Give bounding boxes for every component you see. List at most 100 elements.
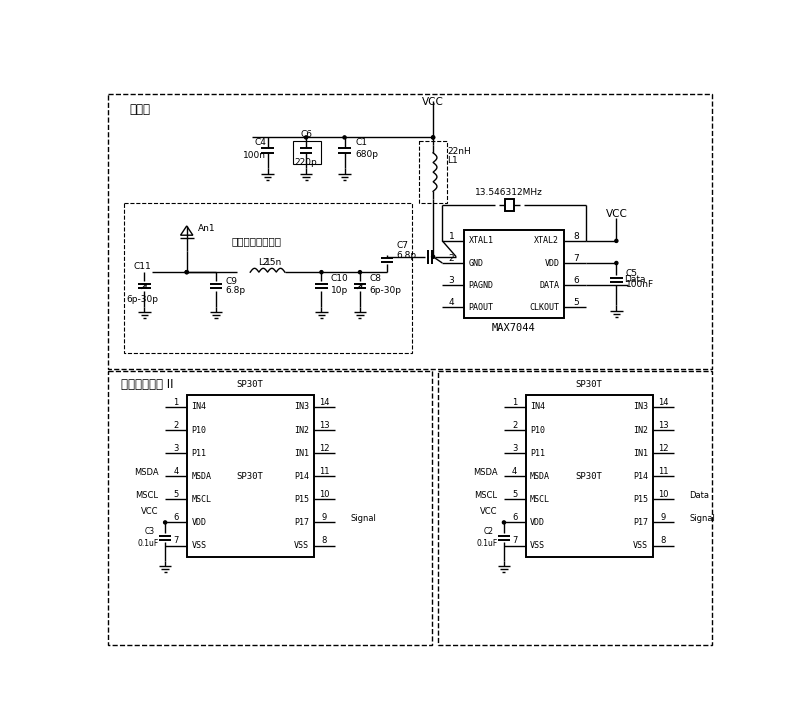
Text: 15n: 15n [265,258,282,266]
Text: 7: 7 [174,537,178,545]
Bar [438,371,712,645]
Text: P11: P11 [191,448,206,458]
Bar [108,93,712,369]
Text: VCC: VCC [141,507,158,516]
Circle shape [615,240,618,242]
Text: P10: P10 [191,425,206,435]
Circle shape [185,271,188,274]
Text: 5: 5 [174,490,178,499]
Text: VSS: VSS [191,541,206,550]
Text: 5: 5 [512,490,518,499]
Text: VCC: VCC [480,507,498,516]
Text: 4: 4 [449,298,454,307]
Text: 10: 10 [319,490,330,499]
Text: VCC: VCC [422,98,444,107]
Bar [526,395,653,557]
Text: 5: 5 [574,298,579,307]
Text: 6p-30p: 6p-30p [369,286,401,295]
Text: C1: C1 [355,138,367,146]
Text: C9: C9 [226,277,238,286]
Circle shape [164,521,166,524]
Text: 6p-30p: 6p-30p [126,296,158,304]
Text: 10: 10 [658,490,669,499]
Text: SP30T: SP30T [237,380,263,389]
Text: P11: P11 [530,448,545,458]
Bar [505,199,514,211]
Text: XTAL2: XTAL2 [534,237,559,245]
Text: C6: C6 [300,130,312,139]
Text: 14: 14 [319,397,330,407]
Text: Data: Data [624,275,646,284]
Text: VSS: VSS [294,541,309,550]
Circle shape [431,256,434,258]
Text: 6: 6 [174,513,178,522]
Text: SP30T: SP30T [237,472,263,480]
Text: L2: L2 [258,258,269,266]
Text: C4: C4 [254,138,266,146]
Text: Data: Data [690,491,710,500]
Text: 13: 13 [319,421,330,430]
Text: MSDA: MSDA [191,472,211,480]
Text: 7: 7 [512,537,518,545]
Text: P17: P17 [294,518,309,527]
Text: An1: An1 [198,223,215,233]
Text: P14: P14 [633,472,648,480]
Text: P15: P15 [294,495,309,504]
Bar [464,230,564,318]
Text: VCC: VCC [606,209,627,219]
Circle shape [185,271,188,274]
Text: IN2: IN2 [294,425,309,435]
Text: PAGND: PAGND [469,281,494,290]
Text: 1: 1 [449,232,454,241]
Text: MSCL: MSCL [135,491,158,500]
Text: IN1: IN1 [633,448,648,458]
Text: 6.8p: 6.8p [226,286,246,295]
Circle shape [305,136,307,139]
Text: GND: GND [469,258,483,267]
Text: Signal: Signal [690,514,715,523]
Text: PAOUT: PAOUT [469,303,494,312]
Text: MSCL: MSCL [191,495,211,504]
Text: 0.1uF: 0.1uF [476,539,498,548]
Text: MAX7044: MAX7044 [492,323,536,333]
Text: C8: C8 [369,274,381,282]
Text: 3: 3 [174,444,178,453]
Text: 1: 1 [512,397,518,407]
Text: SP30T: SP30T [575,472,602,480]
Text: 10p: 10p [330,286,348,295]
Text: C7: C7 [396,242,408,250]
Bar [108,371,431,645]
Text: P17: P17 [633,518,648,527]
Text: 12: 12 [658,444,669,453]
Text: 4: 4 [174,467,178,476]
Text: VSS: VSS [633,541,648,550]
Text: VDD: VDD [544,258,559,267]
Text: IN1: IN1 [294,448,309,458]
Text: P15: P15 [633,495,648,504]
Text: CLKOUT: CLKOUT [530,303,559,312]
Text: C11: C11 [133,261,151,271]
Text: VSS: VSS [530,541,545,550]
Circle shape [343,136,346,139]
Circle shape [358,271,362,274]
Text: MSDA: MSDA [473,468,498,477]
Text: XTAL1: XTAL1 [469,237,494,245]
Text: MSCL: MSCL [474,491,497,500]
Text: 0.1uF: 0.1uF [138,539,159,548]
Text: 2: 2 [449,254,454,263]
Text: 6: 6 [512,513,518,522]
Text: 8: 8 [661,537,666,545]
Text: 3: 3 [449,276,454,285]
Text: IN3: IN3 [294,403,309,411]
Bar [123,203,412,353]
Text: 13.546312MHz: 13.546312MHz [475,189,543,197]
Text: C10: C10 [330,274,349,282]
Circle shape [431,136,434,139]
Bar [419,141,447,203]
Text: 2: 2 [174,421,178,430]
Text: P10: P10 [530,425,545,435]
Circle shape [615,261,618,264]
Text: 1: 1 [174,397,178,407]
Text: C5: C5 [626,269,638,278]
Text: MSDA: MSDA [530,472,550,480]
